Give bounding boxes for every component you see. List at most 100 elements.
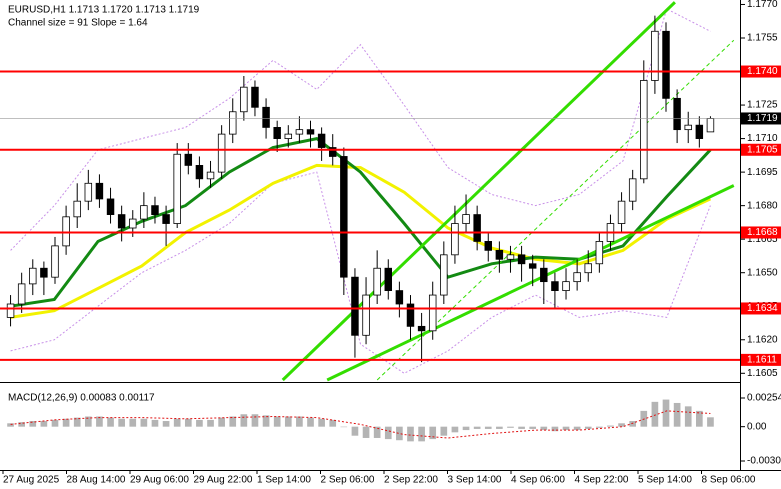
candle-body <box>217 133 226 173</box>
band-line <box>10 8 711 251</box>
macd-bar <box>696 410 703 427</box>
signal-line <box>10 410 711 439</box>
macd-bar <box>507 426 514 428</box>
macd-bar <box>51 419 59 427</box>
x-tick-label: 2 Sep 06:00 <box>321 475 375 486</box>
y-tick-label: 1.1680 <box>747 200 778 211</box>
candle-body <box>428 294 437 332</box>
y-tick-label: 1.1620 <box>747 334 778 345</box>
macd-bar <box>229 416 237 427</box>
level-label: 1.1705 <box>747 144 778 155</box>
macd-bar <box>184 418 192 427</box>
macd-bar <box>162 421 170 427</box>
level-label-box <box>741 302 781 315</box>
candle-body <box>540 267 548 283</box>
candle-body <box>473 214 481 242</box>
macd-bar <box>484 426 492 429</box>
macd-bar <box>584 426 592 429</box>
macd-bar <box>529 426 537 429</box>
band-line <box>10 171 711 374</box>
candle-body <box>62 216 70 247</box>
candle-body <box>506 254 515 260</box>
candle-body <box>406 303 415 327</box>
candle-body <box>151 205 159 215</box>
candle-body <box>440 254 448 296</box>
candle-body <box>706 118 715 133</box>
candle-body <box>140 205 148 220</box>
candle-body <box>340 156 348 278</box>
indicator-title: MACD(12,26,9) 0.00083 0.00117 <box>8 393 155 404</box>
macd-bar <box>240 414 248 427</box>
x-tick-label: 4 Sep 22:00 <box>575 475 629 486</box>
macd-bar <box>418 426 425 442</box>
candle-body <box>84 182 93 202</box>
candle-body <box>373 267 381 296</box>
macd-bar <box>262 415 270 427</box>
macd-bar <box>96 416 103 427</box>
chart-title: EURUSD,H1 1.1713 1.1720 1.1713 1.1719 <box>8 5 200 16</box>
x-tick-label: 28 Aug 14:00 <box>67 475 126 486</box>
x-tick-label: 5 Sep 14:00 <box>638 475 692 486</box>
y-tick-label: 1.1665 <box>747 234 778 245</box>
candle-body <box>495 249 504 260</box>
y-tick-label: 0.00 <box>747 421 767 432</box>
moving-average <box>10 163 712 319</box>
macd-bar <box>629 421 637 427</box>
macd-bar <box>29 421 37 427</box>
macd-bar <box>373 426 381 438</box>
candle-body <box>395 290 404 305</box>
candle-body <box>40 267 48 278</box>
candle-body <box>17 283 26 305</box>
macd-bar <box>107 417 114 427</box>
macd-bar <box>451 426 459 433</box>
macd-bar <box>284 416 292 427</box>
macd-bar <box>340 426 348 428</box>
macd-bar <box>251 414 259 427</box>
current-price-box <box>741 112 781 125</box>
y-tick-label: 0.00254 <box>747 393 781 404</box>
candle-body <box>651 30 659 81</box>
macd-bar <box>407 426 414 442</box>
macd-bar <box>384 426 392 440</box>
macd-bar <box>684 406 692 427</box>
macd-bar <box>462 426 470 431</box>
candle-body <box>384 267 393 291</box>
candle-body <box>417 325 426 332</box>
macd-bar <box>473 426 481 429</box>
candle-body <box>628 178 637 202</box>
candle-body <box>517 254 526 265</box>
macd-bar <box>362 426 370 438</box>
level-label-box <box>741 353 781 366</box>
candle-body <box>673 97 681 131</box>
x-tick-label: 8 Sep 06:00 <box>702 475 756 486</box>
macd-bar <box>596 426 603 428</box>
candle-body <box>206 171 215 180</box>
macd-bar <box>218 417 225 427</box>
macd-bar <box>662 399 670 427</box>
candle-body <box>306 129 315 135</box>
x-tick-label: 4 Sep 06:00 <box>511 475 565 486</box>
channel-line <box>376 39 735 381</box>
level-label-box <box>741 143 781 156</box>
candle-body <box>251 86 259 108</box>
y-tick-label: 1.1755 <box>747 33 778 44</box>
macd-bar <box>518 426 525 429</box>
macd-bar <box>62 418 70 427</box>
candle-body <box>51 245 59 278</box>
macd-bar <box>351 426 359 436</box>
macd-bar <box>540 426 548 431</box>
plot-area <box>0 1 740 382</box>
candle-body <box>662 30 670 99</box>
macd-bar <box>40 421 48 427</box>
moving-average <box>10 136 712 308</box>
y-tick-label: -0.00304 <box>747 456 781 467</box>
candle-body <box>284 133 293 139</box>
candle-body <box>695 124 704 139</box>
x-tick-label: 1 Sep 14:00 <box>257 475 311 486</box>
candle-body <box>684 124 692 131</box>
y-tick-label: 1.1710 <box>747 133 778 144</box>
macd-bar <box>440 426 448 436</box>
candle-body <box>262 106 270 128</box>
candle-body <box>351 276 359 336</box>
